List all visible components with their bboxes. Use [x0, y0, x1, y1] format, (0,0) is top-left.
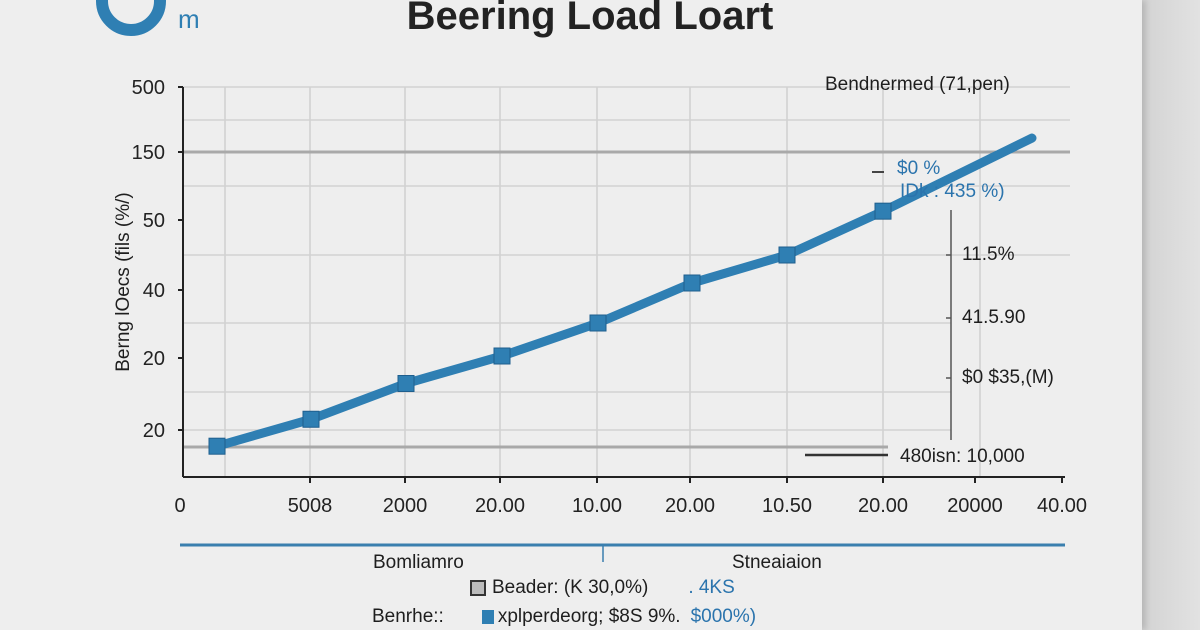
x-tick-label: 20.00: [475, 495, 525, 517]
y-tick-label: 50: [143, 210, 165, 232]
callout-line-2: IDk : 435 %): [900, 181, 1005, 202]
legend-prefix: Benrhe::: [372, 606, 444, 627]
x-tick-label: 20.00: [858, 495, 908, 517]
right-axis-tick: $0 $35,(M): [962, 367, 1054, 388]
x-tick-label: 5008: [288, 495, 333, 517]
callout-line-1: $0 %: [897, 158, 941, 179]
y-tick-label: 150: [132, 142, 165, 164]
legend-extra: $000%): [690, 606, 757, 627]
y-tick-label: 20: [143, 420, 165, 442]
data-point-marker: [397, 375, 415, 392]
x-tick-label: 10.00: [572, 495, 622, 517]
y-tick-label: 20: [143, 348, 165, 370]
legend-swatch-icon: [470, 580, 486, 596]
y-axis-label: Berng lOecs (fils (%/): [113, 192, 134, 372]
x-tick-label: 10.50: [762, 495, 812, 517]
y-tick-label: 40: [143, 280, 165, 302]
data-point-marker: [208, 437, 226, 455]
y-tick-label: 500: [132, 77, 165, 99]
data-point-marker: [778, 246, 796, 264]
right-axis-tick: 41.5.90: [962, 307, 1026, 328]
legend-label: Beader: (K 30,0%): [492, 577, 649, 598]
x-tick-label: 20000: [947, 495, 1003, 517]
data-point-marker: [683, 274, 701, 292]
legend-swatch-icon: [481, 610, 494, 624]
footer-right-heading: Stneaiaion: [732, 552, 822, 573]
data-point-marker: [302, 410, 320, 428]
x-tick-label: 20.00: [665, 495, 715, 517]
top-right-annotation: Bendnermed (71,pen): [825, 74, 1010, 95]
right-axis-tick: 11.5%: [962, 244, 1015, 265]
data-point-marker: [589, 314, 607, 332]
x-tick-label: 2000: [383, 495, 428, 517]
data-point-marker: [493, 347, 511, 365]
legend-item[interactable]: Benrhe:: xplperdeorg; $8S 9%. $000%): [372, 606, 756, 628]
footer-left-heading: Bomliamro: [373, 552, 464, 573]
x-tick-label: 0: [174, 495, 185, 517]
chart-title: Beering Load Loart: [406, 0, 774, 38]
x-tick-label: 40.00: [1037, 495, 1087, 517]
legend-label: xplperdeorg; $8S 9%.: [497, 606, 681, 627]
logo-text: m: [178, 4, 200, 34]
legend-extra: . 4KS: [688, 577, 735, 598]
data-point-marker: [874, 202, 892, 220]
baseline-label: 480isn: 10,000: [900, 446, 1025, 467]
legend-item[interactable]: Beader: (K 30,0%) . 4KS: [470, 577, 735, 599]
